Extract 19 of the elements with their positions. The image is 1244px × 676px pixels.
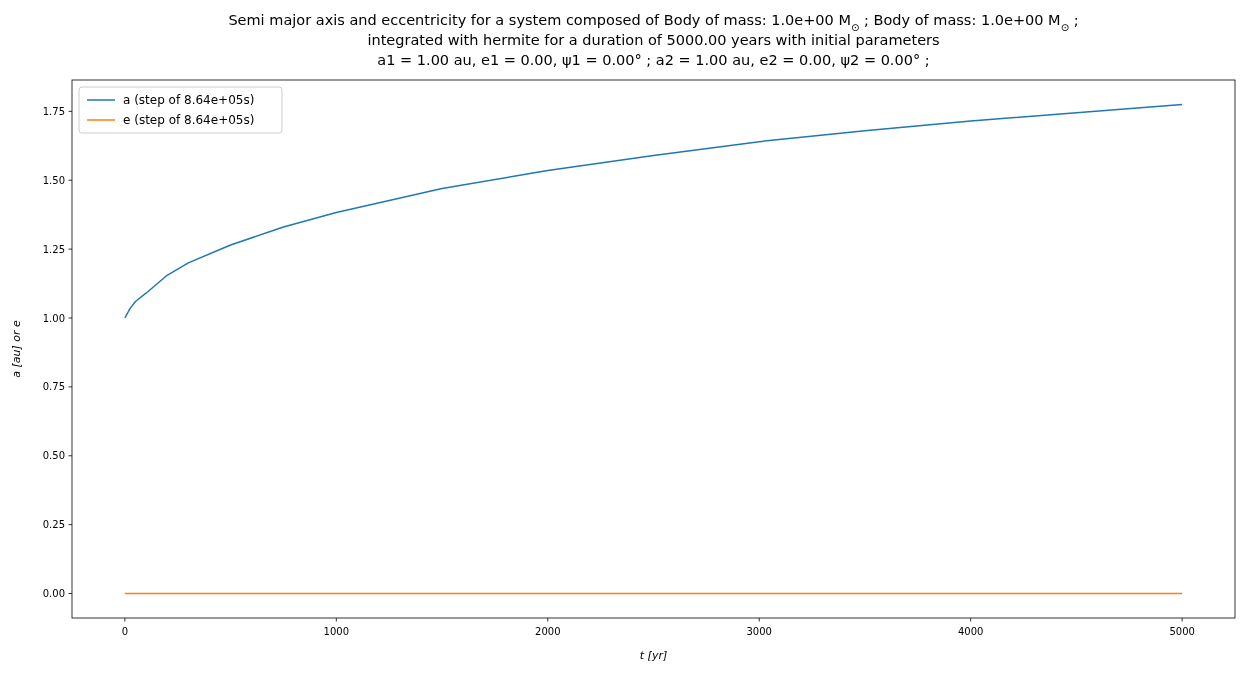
x-tick-label: 1000 bbox=[323, 626, 350, 637]
y-tick-label: 1.25 bbox=[42, 243, 65, 255]
legend-label: a (step of 8.64e+05s) bbox=[123, 93, 255, 108]
x-tick-label: 0 bbox=[121, 626, 129, 637]
x-axis-title: t [yr] bbox=[639, 649, 668, 662]
x-tick-label: 3000 bbox=[746, 626, 772, 637]
x-tick-label: 4000 bbox=[957, 626, 984, 637]
y-tick-label: 0.25 bbox=[42, 519, 65, 531]
chart-title: Semi major axis and eccentricity for a system composed of Body of mass: 1.0e+00 M$_{⊙}$ ; Body of mass: 1.0e+00 M$_{⊙}$ ; integrated with hermite for a duration of 5000.00 years with initial parameters a1 = 1.00 au, e1 = 0.00, ψ1 = 0.00° ; a2 = 1.00 au, e2 = 0.00, ψ2 = 0.00° ; bbox=[228, 12, 1079, 68]
legend-label: e (step of 8.64e+05s) bbox=[123, 113, 255, 128]
x-tick-label: 2000 bbox=[535, 626, 561, 637]
y-tick-label: 1.50 bbox=[42, 174, 65, 186]
y-tick-label: 0.00 bbox=[42, 588, 65, 600]
y-tick-label: 1.75 bbox=[42, 105, 65, 117]
x-tick-label: 5000 bbox=[1169, 626, 1195, 637]
y-tick-label: 0.75 bbox=[42, 381, 65, 393]
y-tick-label: 1.00 bbox=[42, 312, 65, 324]
y-tick-label: 0.50 bbox=[42, 450, 65, 462]
y-axis-title: a [au] or e bbox=[10, 320, 23, 378]
